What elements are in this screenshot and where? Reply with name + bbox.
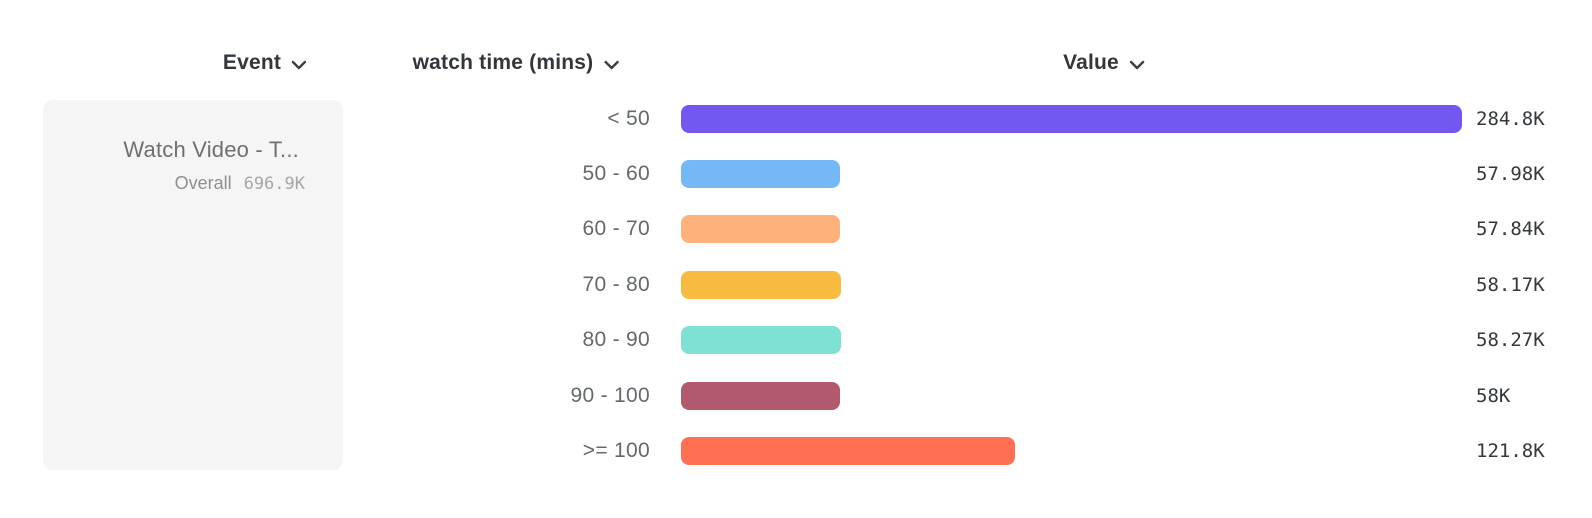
bar-chart-row: >= 100 121.8K — [0, 423, 1592, 478]
bar-segment[interactable]: 58.27K — [681, 326, 1545, 355]
column-header-event-label: Event — [222, 51, 282, 74]
bar-track: 58K — [681, 381, 1510, 410]
bar-chart-row: 70 - 80 58.17K — [0, 257, 1592, 312]
bar-track: 57.84K — [681, 215, 1545, 244]
bar-segment[interactable]: 57.98K — [681, 160, 1545, 189]
bar-track: 58.27K — [681, 326, 1545, 355]
bar-track: 58.17K — [681, 270, 1545, 299]
column-header-watch-time[interactable]: watch time (mins) — [413, 48, 620, 78]
bucket-label: 50 - 60 — [582, 162, 650, 186]
event-overall-label: Overall — [174, 172, 232, 193]
bucket-label: 60 - 70 — [582, 217, 650, 241]
bucket-label: < 50 — [607, 106, 650, 130]
bar-segment[interactable]: 284.8K — [681, 104, 1545, 133]
bar-chart-row: 90 - 100 58K — [0, 368, 1592, 423]
column-header-event[interactable]: Event — [223, 48, 307, 78]
bar-value-label: 58K — [1476, 384, 1511, 407]
column-header-value-label: Value — [1063, 51, 1119, 74]
bar-segment[interactable]: 121.8K — [681, 437, 1545, 466]
bar-chart-row: 60 - 70 57.84K — [0, 202, 1592, 257]
bar-segment[interactable]: 58K — [681, 381, 1510, 410]
bar-value-label: 284.8K — [1476, 107, 1545, 130]
chevron-down-icon — [603, 60, 619, 70]
bar-value-label: 121.8K — [1476, 440, 1545, 463]
bucket-label: 80 - 90 — [582, 328, 650, 352]
chevron-down-icon — [291, 60, 307, 70]
bar-chart-row: 50 - 60 57.98K — [0, 146, 1592, 201]
bar-value-label: 57.98K — [1476, 163, 1545, 186]
bar-track: 284.8K — [681, 104, 1545, 133]
chevron-down-icon — [1129, 60, 1145, 70]
bar-segment[interactable]: 58.17K — [681, 270, 1545, 299]
event-card[interactable]: Watch Video - T... Overall 696.9K — [43, 100, 343, 470]
bar-value-label: 58.27K — [1476, 329, 1545, 352]
event-title: Watch Video - T... — [123, 137, 299, 162]
event-overall: Overall 696.9K — [63, 173, 305, 194]
bar-track: 121.8K — [681, 437, 1545, 466]
bucket-label: 90 - 100 — [570, 383, 650, 407]
bar-chart: < 50 284.8K 50 - 60 57.98K 60 - 70 57.84… — [0, 91, 1592, 479]
event-overall-value: 696.9K — [243, 173, 305, 194]
column-header-watch-time-label: watch time (mins) — [412, 51, 594, 74]
bar-value-label: 57.84K — [1476, 218, 1545, 241]
bucket-label: >= 100 — [582, 439, 650, 463]
bar-track: 57.98K — [681, 160, 1545, 189]
bar-chart-row: 80 - 90 58.27K — [0, 313, 1592, 368]
bucket-label: 70 - 80 — [582, 272, 650, 296]
column-header-value[interactable]: Value — [1063, 48, 1145, 78]
bar-chart-row: < 50 284.8K — [0, 91, 1592, 146]
bar-value-label: 58.17K — [1476, 273, 1545, 296]
bar-segment[interactable]: 57.84K — [681, 215, 1545, 244]
